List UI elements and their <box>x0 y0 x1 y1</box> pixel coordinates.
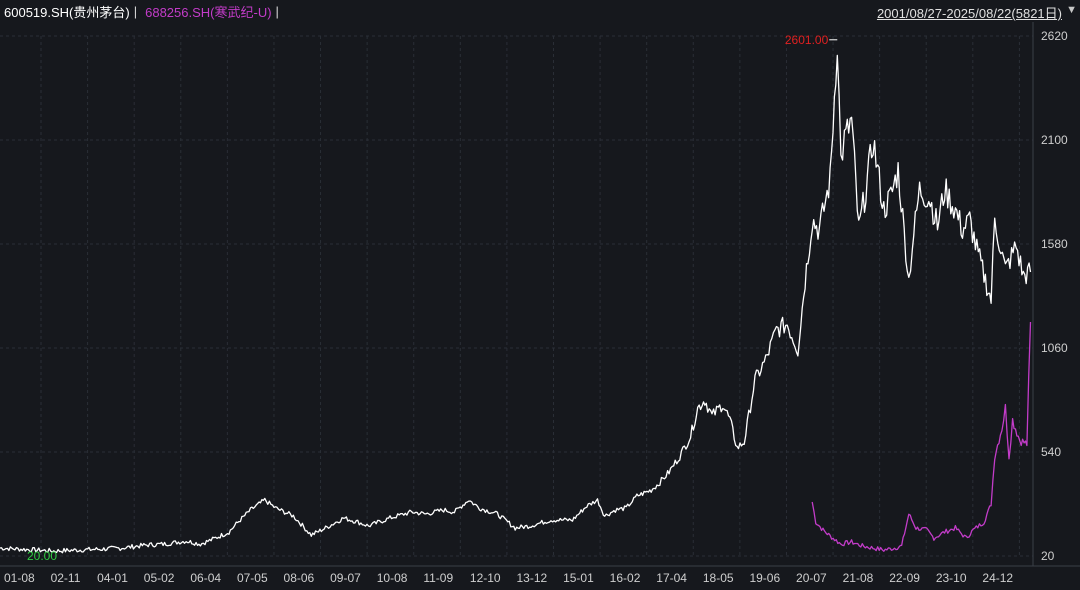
y-tick-label: 20 <box>1041 549 1055 563</box>
max-value-label: 2601.00 <box>785 33 829 47</box>
x-tick-label: 08-06 <box>284 571 315 585</box>
x-tick-label: 01-08 <box>4 571 35 585</box>
series-label-moutai[interactable]: 600519.SH(贵州茅台) <box>4 4 130 20</box>
x-tick-label: 13-12 <box>517 571 548 585</box>
x-tick-label: 05-02 <box>144 571 175 585</box>
label-separator-2: | <box>275 3 279 19</box>
x-tick-label: 18-05 <box>703 571 734 585</box>
x-tick-label: 10-08 <box>377 571 408 585</box>
y-tick-label: 2620 <box>1041 29 1068 43</box>
x-tick-label: 17-04 <box>656 571 687 585</box>
chevron-down-icon[interactable]: ▼ <box>1066 4 1077 16</box>
chart-header: 600519.SH(贵州茅台) | 688256.SH(寒武纪-U) | <box>0 0 1080 22</box>
min-value-label: 20.00 <box>27 549 57 563</box>
x-tick-label: 07-05 <box>237 571 268 585</box>
x-tick-label: 24-12 <box>982 571 1013 585</box>
annotations: 2601.00 20.00 <box>27 33 838 563</box>
x-tick-label: 15-01 <box>563 571 594 585</box>
x-tick-label: 23-10 <box>936 571 967 585</box>
series-line-moutai <box>0 54 1032 554</box>
x-tick-label: 12-10 <box>470 571 501 585</box>
y-tick-label: 1060 <box>1041 341 1068 355</box>
x-tick-label: 22-09 <box>889 571 920 585</box>
x-tick-label: 04-01 <box>97 571 128 585</box>
series-label-cambricon[interactable]: 688256.SH(寒武纪-U) <box>145 4 272 20</box>
grid <box>0 35 1033 557</box>
x-tick-label: 11-09 <box>423 571 453 585</box>
date-range-label[interactable]: 2001/08/27-2025/08/22(5821日) <box>876 6 1062 21</box>
series-lines <box>0 54 1032 554</box>
x-tick-label: 06-04 <box>190 571 221 585</box>
x-tick-label: 16-02 <box>610 571 641 585</box>
x-tick-label: 20-07 <box>796 571 827 585</box>
series-line-cambricon <box>811 321 1032 552</box>
x-tick-label: 02-11 <box>51 571 81 585</box>
x-axis: 01-08 02-11 04-01 05-02 06-04 07-05 08-06 09-07… <box>0 565 1080 585</box>
x-tick-label: 19-06 <box>749 571 780 585</box>
x-tick-label: 09-07 <box>330 571 361 585</box>
y-axis: 20 540 1060 1580 2100 2620 <box>1032 22 1068 566</box>
y-tick-label: 540 <box>1041 445 1061 459</box>
x-tick-label: 21-08 <box>843 571 874 585</box>
label-separator: | <box>133 3 138 19</box>
y-tick-label: 2100 <box>1041 133 1068 147</box>
y-tick-label: 1580 <box>1041 237 1068 251</box>
